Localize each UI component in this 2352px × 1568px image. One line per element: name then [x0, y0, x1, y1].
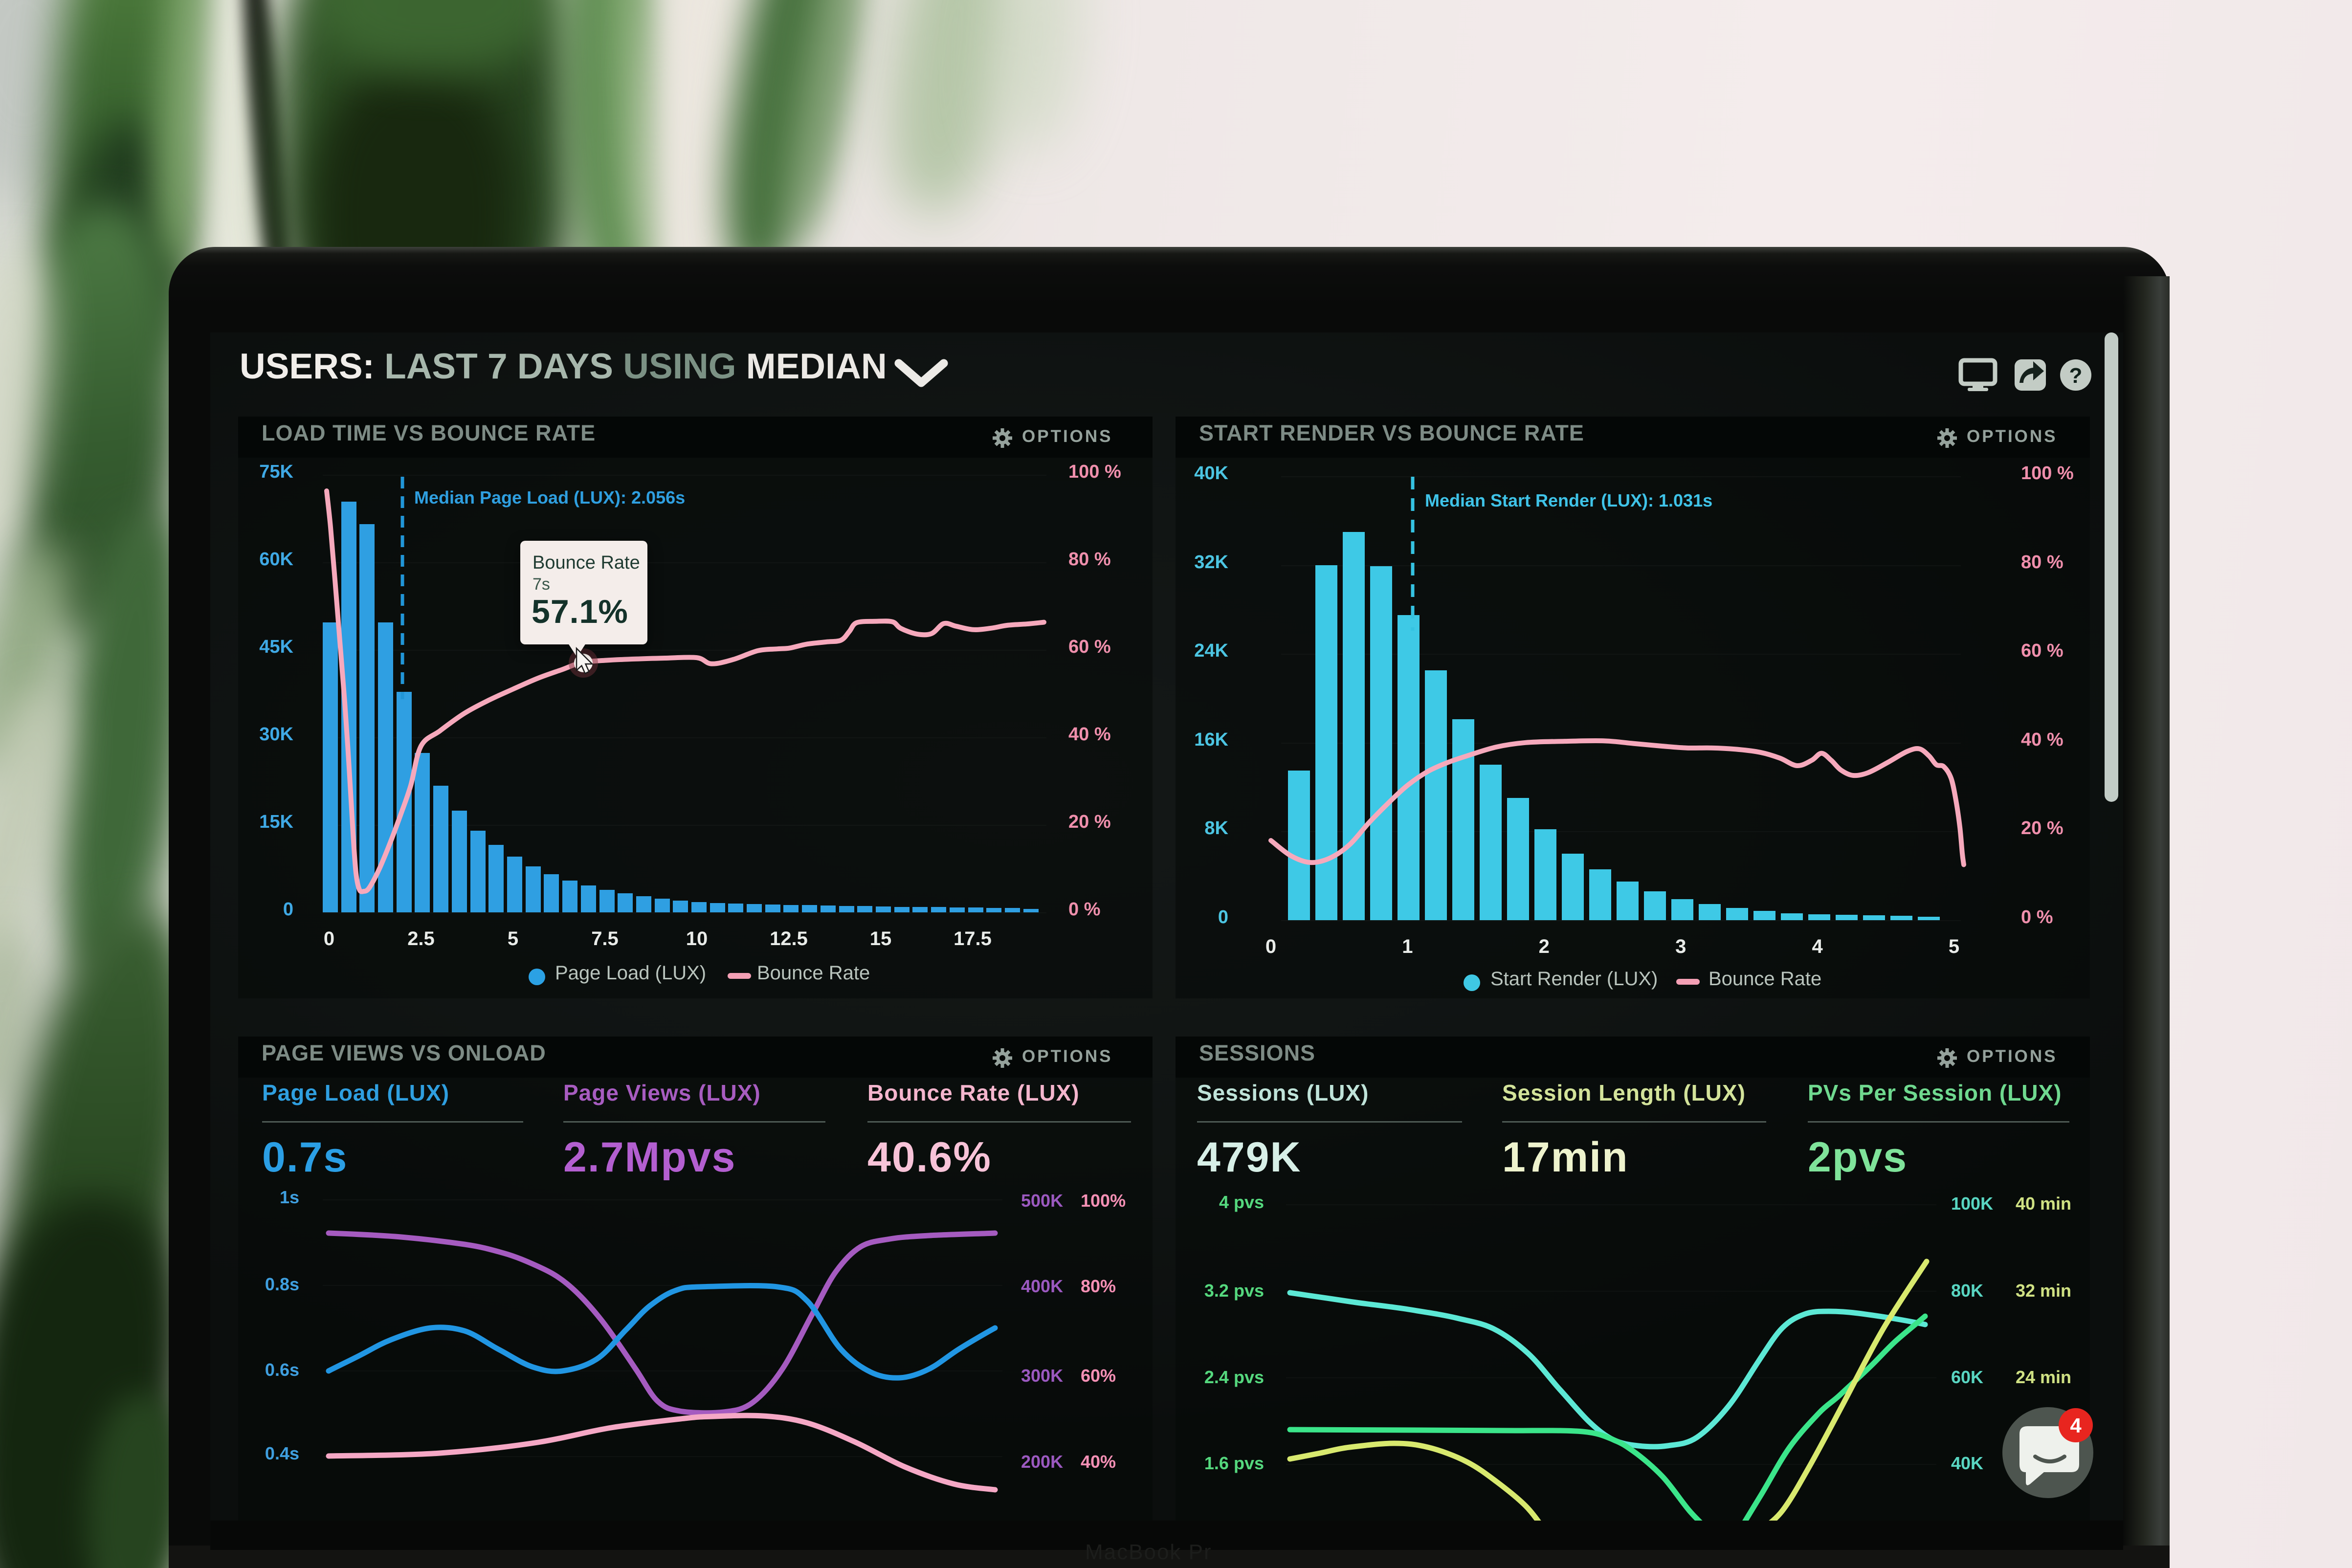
svg-text:?: ? — [2069, 364, 2083, 388]
svg-text:4: 4 — [2070, 1414, 2082, 1437]
